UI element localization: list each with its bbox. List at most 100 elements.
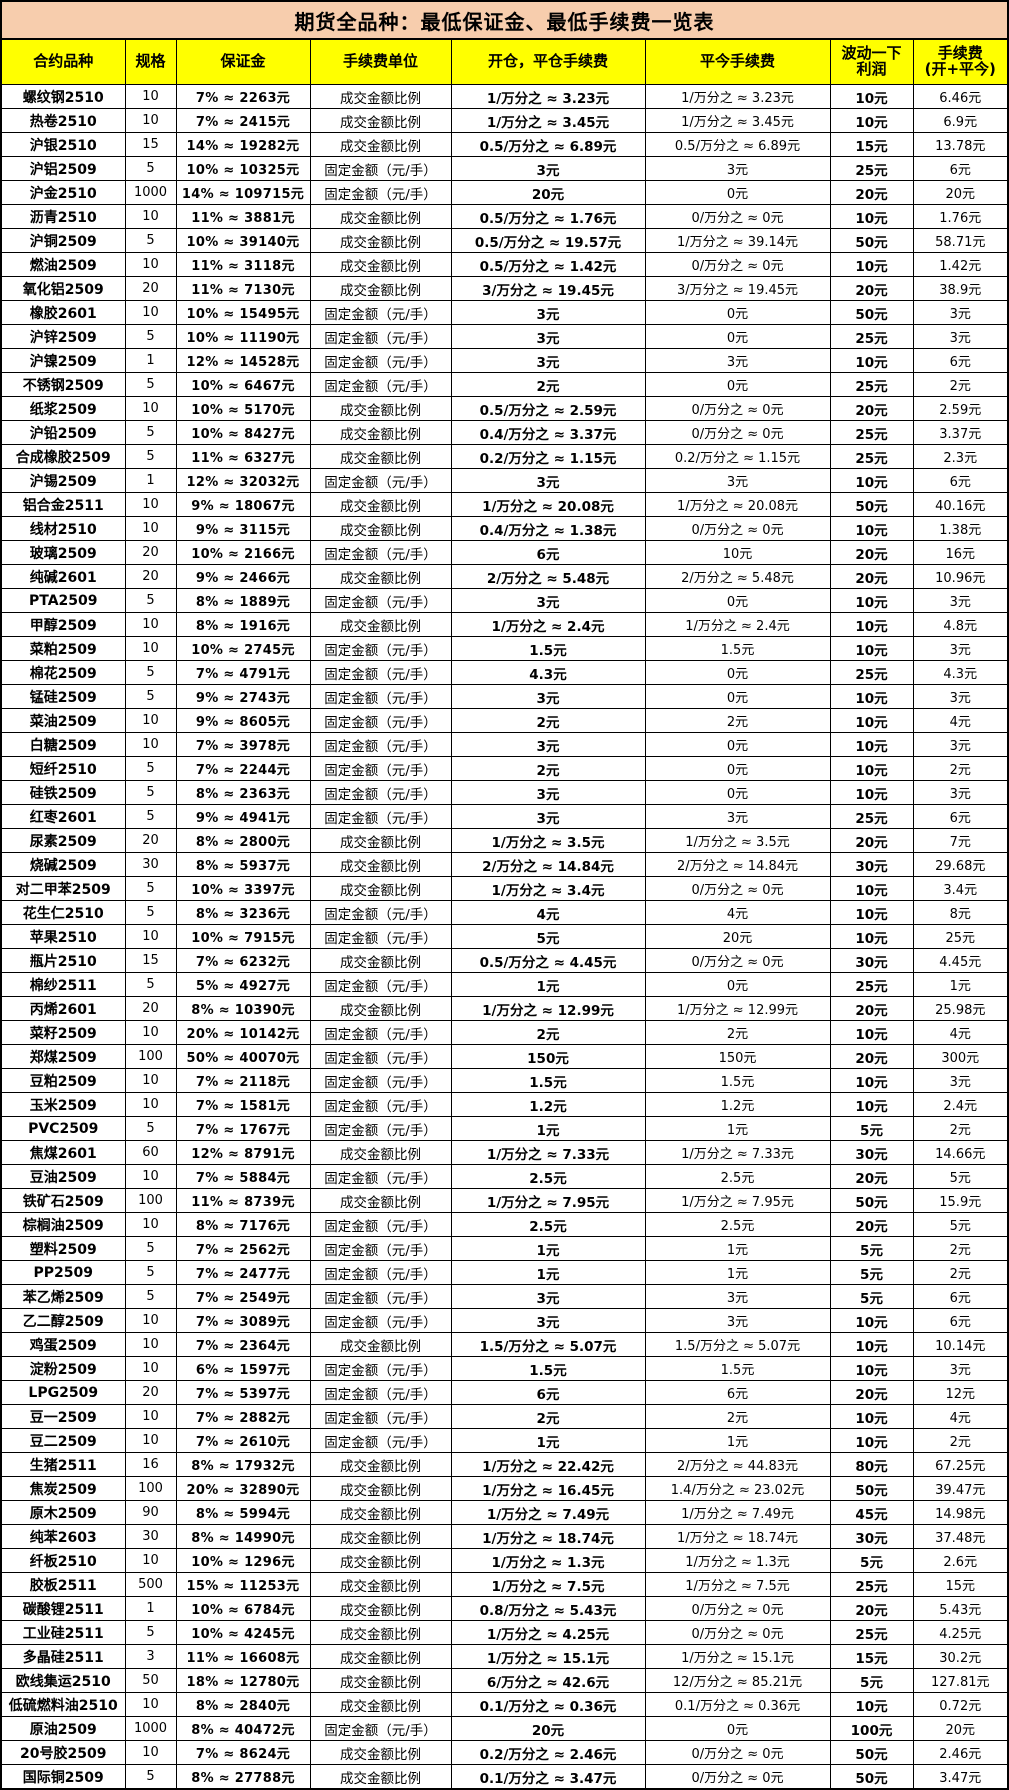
cell-open-close-fee: 20元 bbox=[450, 1716, 646, 1741]
cell-margin: 20% ≈ 32890元 bbox=[175, 1476, 311, 1501]
cell-contract: 碳酸锂2511 bbox=[0, 1596, 126, 1621]
cell-open-close-fee: 1/万分之 ≈ 20.08元 bbox=[450, 492, 646, 517]
cell-open-close-fee: 0.5/万分之 ≈ 4.45元 bbox=[450, 948, 646, 973]
cell-close-today-fee: 0/万分之 ≈ 0元 bbox=[644, 1620, 831, 1645]
cell-close-today-fee: 12/万分之 ≈ 85.21元 bbox=[644, 1668, 831, 1693]
cell-total-fee: 2.3元 bbox=[912, 444, 1009, 469]
table-row: 沪铜2509 5 10% ≈ 39140元 成交金额比例 0.5/万分之 ≈ 19.57… bbox=[0, 228, 1009, 253]
cell-close-today-fee: 0/万分之 ≈ 0元 bbox=[644, 876, 831, 901]
cell-contract: 棕榈油2509 bbox=[0, 1212, 126, 1237]
cell-open-close-fee: 5元 bbox=[450, 924, 646, 949]
cell-fee-unit: 成交金额比例 bbox=[309, 1500, 452, 1525]
cell-total-fee: 2元 bbox=[912, 1116, 1009, 1141]
cell-fee-unit: 成交金额比例 bbox=[309, 1764, 452, 1790]
table-row: 瓶片2510 15 7% ≈ 6232元 成交金额比例 0.5/万分之 ≈ 4.45元 0… bbox=[0, 948, 1009, 973]
cell-contract: 铝合金2511 bbox=[0, 492, 126, 517]
cell-contract: 线材2510 bbox=[0, 516, 126, 541]
table-row: 沪锡2509 1 12% ≈ 32032元 固定金额（元/手） 3元 3元 10元 6元 bbox=[0, 468, 1009, 493]
cell-spec: 5 bbox=[124, 876, 177, 901]
cell-open-close-fee: 0.8/万分之 ≈ 5.43元 bbox=[450, 1596, 646, 1621]
cell-open-close-fee: 0.4/万分之 ≈ 1.38元 bbox=[450, 516, 646, 541]
cell-fee-unit: 成交金额比例 bbox=[309, 1548, 452, 1573]
cell-tick-profit: 10元 bbox=[829, 1692, 914, 1717]
cell-contract: 豆二2509 bbox=[0, 1428, 126, 1453]
cell-contract: 沪锌2509 bbox=[0, 324, 126, 349]
cell-fee-unit: 成交金额比例 bbox=[309, 1332, 452, 1357]
cell-spec: 5 bbox=[124, 804, 177, 829]
cell-tick-profit: 25元 bbox=[829, 804, 914, 829]
cell-spec: 1 bbox=[124, 348, 177, 373]
cell-spec: 5 bbox=[124, 324, 177, 349]
cell-margin: 50% ≈ 40070元 bbox=[175, 1044, 311, 1069]
cell-total-fee: 3.37元 bbox=[912, 420, 1009, 445]
cell-tick-profit: 20元 bbox=[829, 1164, 914, 1189]
cell-margin: 9% ≈ 3115元 bbox=[175, 516, 311, 541]
cell-total-fee: 40.16元 bbox=[912, 492, 1009, 517]
cell-open-close-fee: 20元 bbox=[450, 180, 646, 205]
cell-close-today-fee: 1/万分之 ≈ 3.23元 bbox=[644, 84, 831, 109]
cell-margin: 7% ≈ 2364元 bbox=[175, 1332, 311, 1357]
cell-contract: 原木2509 bbox=[0, 1500, 126, 1525]
cell-close-today-fee: 1元 bbox=[644, 1428, 831, 1453]
cell-margin: 8% ≈ 2800元 bbox=[175, 828, 311, 853]
col-header-total-fee: 手续费 (开+平今) bbox=[912, 38, 1009, 85]
cell-tick-profit: 50元 bbox=[829, 1764, 914, 1790]
cell-spec: 10 bbox=[124, 1692, 177, 1717]
cell-close-today-fee: 1/万分之 ≈ 3.5元 bbox=[644, 828, 831, 853]
table-body: 螺纹钢2510 10 7% ≈ 2263元 成交金额比例 1/万分之 ≈ 3.23元 1/… bbox=[0, 84, 1009, 1790]
cell-spec: 10 bbox=[124, 1740, 177, 1765]
table-row: 丙烯2601 20 8% ≈ 10390元 成交金额比例 1/万分之 ≈ 12.99元 1… bbox=[0, 996, 1009, 1021]
cell-contract: 菜籽2509 bbox=[0, 1020, 126, 1045]
cell-tick-profit: 30元 bbox=[829, 1524, 914, 1549]
cell-total-fee: 1.42元 bbox=[912, 252, 1009, 277]
cell-close-today-fee: 0元 bbox=[644, 372, 831, 397]
cell-total-fee: 6元 bbox=[912, 1284, 1009, 1309]
cell-total-fee: 2.4元 bbox=[912, 1092, 1009, 1117]
cell-tick-profit: 10元 bbox=[829, 1020, 914, 1045]
cell-margin: 7% ≈ 2562元 bbox=[175, 1236, 311, 1261]
cell-spec: 5 bbox=[124, 1284, 177, 1309]
cell-spec: 10 bbox=[124, 1404, 177, 1429]
table-row: 橡胶2601 10 10% ≈ 15495元 固定金额（元/手） 3元 0元 50元 3元 bbox=[0, 300, 1009, 325]
cell-tick-profit: 25元 bbox=[829, 1620, 914, 1645]
cell-margin: 8% ≈ 5937元 bbox=[175, 852, 311, 877]
cell-spec: 1 bbox=[124, 468, 177, 493]
cell-fee-unit: 成交金额比例 bbox=[309, 1572, 452, 1597]
cell-spec: 30 bbox=[124, 852, 177, 877]
cell-tick-profit: 25元 bbox=[829, 156, 914, 181]
cell-tick-profit: 5元 bbox=[829, 1260, 914, 1285]
cell-total-fee: 15.9元 bbox=[912, 1188, 1009, 1213]
cell-fee-unit: 固定金额（元/手） bbox=[309, 1716, 452, 1741]
cell-contract: 燃油2509 bbox=[0, 252, 126, 277]
cell-spec: 10 bbox=[124, 732, 177, 757]
cell-close-today-fee: 2/万分之 ≈ 14.84元 bbox=[644, 852, 831, 877]
cell-close-today-fee: 1.4/万分之 ≈ 23.02元 bbox=[644, 1476, 831, 1501]
cell-fee-unit: 成交金额比例 bbox=[309, 1476, 452, 1501]
col-header-contract: 合约品种 bbox=[0, 38, 126, 85]
table-row: 豆一2509 10 7% ≈ 2882元 固定金额（元/手） 2元 2元 10元 4元 bbox=[0, 1404, 1009, 1429]
cell-close-today-fee: 0/万分之 ≈ 0元 bbox=[644, 1764, 831, 1790]
cell-spec: 10 bbox=[124, 108, 177, 133]
table-row: 菜油2509 10 9% ≈ 8605元 固定金额（元/手） 2元 2元 10元 4元 bbox=[0, 708, 1009, 733]
cell-tick-profit: 20元 bbox=[829, 1044, 914, 1069]
cell-open-close-fee: 1.2元 bbox=[450, 1092, 646, 1117]
cell-open-close-fee: 1元 bbox=[450, 972, 646, 997]
col-header-tick-profit-label: 波动一下 bbox=[841, 44, 902, 63]
table-row: 20号胶2509 10 7% ≈ 8624元 成交金额比例 0.2/万分之 ≈ 2.46… bbox=[0, 1740, 1009, 1765]
cell-open-close-fee: 2/万分之 ≈ 5.48元 bbox=[450, 564, 646, 589]
table-row: 国际铜2509 5 8% ≈ 27788元 成交金额比例 0.1/万分之 ≈ 3.47元… bbox=[0, 1764, 1009, 1790]
cell-fee-unit: 成交金额比例 bbox=[309, 1692, 452, 1717]
col-header-open-close-fee-label: 开仓，平仓手续费 bbox=[487, 52, 608, 71]
cell-open-close-fee: 1/万分之 ≈ 1.3元 bbox=[450, 1548, 646, 1573]
cell-margin: 10% ≈ 4245元 bbox=[175, 1620, 311, 1645]
cell-total-fee: 0.72元 bbox=[912, 1692, 1009, 1717]
cell-close-today-fee: 3元 bbox=[644, 468, 831, 493]
cell-contract: 纯碱2601 bbox=[0, 564, 126, 589]
table-row: 苯乙烯2509 5 7% ≈ 2549元 固定金额（元/手） 3元 3元 5元 6元 bbox=[0, 1284, 1009, 1309]
table-row: 工业硅2511 5 10% ≈ 4245元 成交金额比例 1/万分之 ≈ 4.25元 0/… bbox=[0, 1620, 1009, 1645]
cell-open-close-fee: 0.5/万分之 ≈ 1.76元 bbox=[450, 204, 646, 229]
cell-close-today-fee: 0元 bbox=[644, 684, 831, 709]
cell-margin: 10% ≈ 6467元 bbox=[175, 372, 311, 397]
table-row: 白糖2509 10 7% ≈ 3978元 固定金额（元/手） 3元 0元 10元 3元 bbox=[0, 732, 1009, 757]
cell-spec: 10 bbox=[124, 300, 177, 325]
